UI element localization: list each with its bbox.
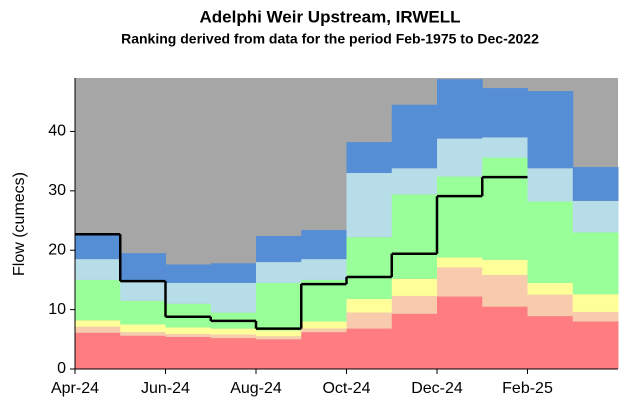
band-segment (75, 320, 121, 327)
band-segment (572, 294, 619, 312)
band-segment (346, 173, 393, 238)
band-segment (482, 157, 528, 260)
band-segment (572, 321, 619, 369)
band-segment (572, 167, 619, 201)
band-segment (210, 334, 257, 339)
band-segment (527, 201, 574, 283)
x-tick-label: Dec-24 (411, 380, 463, 397)
band-segment (301, 279, 347, 322)
band-segment (165, 264, 212, 283)
band-segment (482, 137, 528, 158)
band-segment (527, 294, 574, 317)
band-segment (437, 138, 483, 177)
band-segment (346, 298, 393, 313)
band-segment (482, 259, 528, 276)
band-segment (120, 280, 166, 301)
band-segment (437, 176, 483, 258)
y-tick-label: 20 (48, 241, 66, 258)
band-segment (391, 168, 438, 195)
band-segment (437, 267, 483, 297)
band-segment (346, 312, 393, 329)
y-axis-label: Flow (cumecs) (11, 172, 28, 276)
band-segment (75, 279, 121, 321)
band-segment (391, 313, 438, 369)
band-segment (256, 336, 302, 340)
band-segment (120, 253, 166, 281)
band-segment (301, 321, 347, 329)
band-segment (120, 335, 166, 369)
band-segment (120, 300, 166, 325)
band-segment (256, 282, 302, 331)
band-segment (346, 237, 393, 299)
band-segment (120, 324, 166, 333)
band-segment (482, 88, 528, 138)
band-segment (256, 262, 302, 283)
band-segment (165, 336, 212, 369)
band-segment (301, 259, 347, 280)
band-segment (210, 263, 257, 283)
band-segment (210, 282, 257, 313)
band-segment (391, 278, 438, 296)
band-segment (482, 275, 528, 307)
chart-title: Adelphi Weir Upstream, IRWELL (199, 7, 460, 26)
y-tick-label: 0 (57, 360, 66, 377)
x-tick-label: Oct-24 (322, 380, 370, 397)
band-segment (301, 328, 347, 333)
band-segment (256, 339, 302, 369)
x-tick-label: Apr-24 (51, 380, 99, 397)
x-tick-label: Aug-24 (230, 380, 282, 397)
band-segment (120, 332, 166, 336)
band-segment (256, 235, 302, 263)
band-segment (527, 168, 574, 202)
band-segment (256, 330, 302, 337)
band-segment (572, 232, 619, 295)
band-segment (165, 282, 212, 304)
band-segment (437, 296, 483, 369)
band-segment (437, 257, 483, 268)
y-tick-label: 10 (48, 301, 66, 318)
chart-subtitle: Ranking derived from data for the period… (121, 31, 539, 47)
band-segment (165, 333, 212, 337)
band-segment (572, 311, 619, 322)
band-segment (210, 328, 257, 335)
band-segment (346, 328, 393, 369)
band-segment (346, 142, 393, 174)
x-tick-label: Jun-24 (141, 380, 190, 397)
band-segment (527, 282, 574, 295)
band-segment (527, 316, 574, 369)
band-segment (75, 234, 121, 260)
band-segment (75, 332, 121, 369)
x-tick-label: Feb-25 (502, 380, 553, 397)
band-segment (165, 327, 212, 334)
band-segment (437, 79, 483, 139)
band-segment (391, 295, 438, 314)
band-segment (301, 332, 347, 369)
y-tick-label: 30 (48, 182, 66, 199)
band-segment (527, 91, 574, 169)
band-segment (572, 200, 619, 233)
band-segment (75, 326, 121, 333)
band-segment (301, 230, 347, 260)
band-segment (391, 194, 438, 279)
band-segment (391, 104, 438, 169)
band-segment (210, 338, 257, 369)
y-tick-label: 40 (48, 123, 66, 140)
band-segment (75, 259, 121, 280)
band-segment (482, 306, 528, 369)
